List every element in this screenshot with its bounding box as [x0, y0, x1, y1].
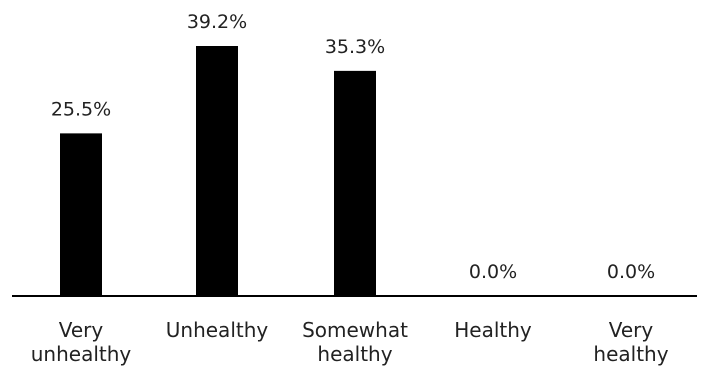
- x-tick-label-5-line-1: Very: [609, 318, 654, 342]
- x-tick-label-3-line-2: healthy: [317, 342, 392, 366]
- value-label-3: 35.3%: [325, 36, 385, 58]
- x-tick-label-4: Healthy: [454, 318, 532, 342]
- x-tick-label-2-line-1: Unhealthy: [166, 318, 269, 342]
- x-tick-label-5-line-2: healthy: [593, 342, 668, 366]
- x-tick-label-1: Very unhealthy: [31, 318, 132, 366]
- x-tick-label-5: Very healthy: [593, 318, 668, 366]
- x-tick-label-1-line-1: Very: [59, 318, 104, 342]
- x-tick-label-1-line-2: unhealthy: [31, 342, 132, 366]
- x-tick-label-2: Unhealthy: [166, 318, 269, 342]
- value-label-2: 39.2%: [187, 11, 247, 33]
- x-tick-label-3: Somewhat healthy: [302, 318, 408, 366]
- bar-2: [196, 46, 238, 296]
- x-tick-label-3-line-1: Somewhat: [302, 318, 408, 342]
- bar-3: [334, 70, 376, 296]
- bars-layer: [60, 46, 376, 296]
- x-tick-label-4-line-1: Healthy: [454, 318, 532, 342]
- value-label-4: 0.0%: [469, 261, 517, 283]
- value-label-5: 0.0%: [607, 261, 655, 283]
- value-labels-layer: 25.5% 39.2% 35.3% 0.0% 0.0%: [51, 11, 655, 283]
- value-label-1: 25.5%: [51, 98, 111, 120]
- bar-1: [60, 133, 102, 296]
